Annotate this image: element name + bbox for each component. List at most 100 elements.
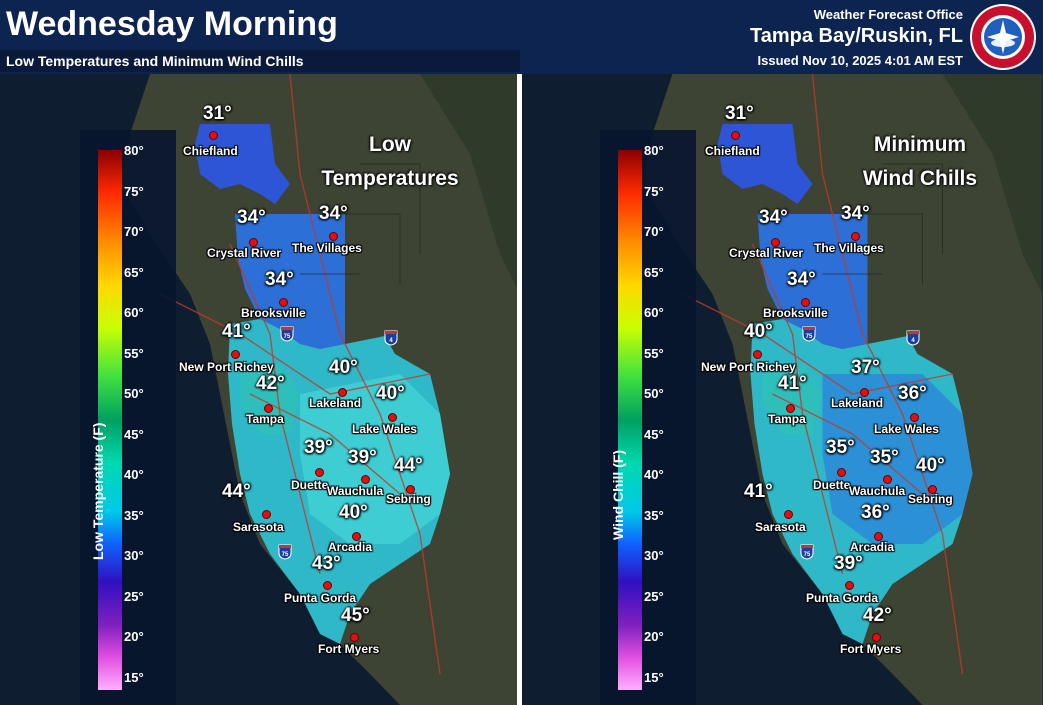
city-value: 40° xyxy=(339,502,368,523)
city-value: 42° xyxy=(256,373,285,394)
legend-tick-label: 75° xyxy=(124,183,144,199)
city-dot xyxy=(883,475,892,484)
office-label: Weather Forecast Office xyxy=(813,7,963,22)
city-dot xyxy=(860,388,869,397)
city-name: Wauchula xyxy=(327,484,384,498)
legend-tick-label: 15° xyxy=(124,669,144,685)
city-value: 37° xyxy=(851,357,880,378)
interstate-number: 4 xyxy=(911,338,915,344)
city-value: 43° xyxy=(312,553,341,574)
panel-label-line2: Wind Chills xyxy=(862,167,978,190)
city-value: 41° xyxy=(222,321,251,342)
city-name: Arcadia xyxy=(328,540,373,554)
city-name: Punta Gorda xyxy=(284,591,357,605)
panel-divider xyxy=(517,74,522,705)
city-dot xyxy=(784,510,793,519)
interstate-number: 75 xyxy=(284,334,291,340)
wind-chill-panel: 80° 75° 70° 65° 60° 55° 50° 45° 40° 35° 30° 25° 20° 1… xyxy=(522,74,1043,705)
legend-tick-label: 55° xyxy=(644,345,664,361)
legend-color-bar xyxy=(618,150,642,690)
page-title: Wednesday Morning xyxy=(6,5,338,43)
city-dot xyxy=(910,413,919,422)
city-dot xyxy=(771,238,780,247)
city-name: The Villages xyxy=(292,241,362,255)
office-name: Tampa Bay/Ruskin, FL xyxy=(749,25,963,47)
panel-label: Minimum Wind Chills xyxy=(850,128,990,196)
city-name: New Port Richey xyxy=(179,360,274,374)
low-temperature-panel: 80° 75° 70° 65° 60° 55° 50° 45° 40° 35° 30° 25° 20° 1… xyxy=(0,74,520,705)
legend-tick-label: 30° xyxy=(644,548,664,563)
city-dot xyxy=(329,232,338,241)
legend-color-bar xyxy=(98,150,122,690)
interstate-number: 75 xyxy=(282,552,289,558)
city-dot xyxy=(279,298,288,307)
legend-tick-label: 35° xyxy=(644,507,664,523)
interstate-shield-icon: 75 xyxy=(800,544,814,560)
legend-tick-label: 50° xyxy=(644,386,664,401)
city-value: 34° xyxy=(319,203,348,224)
city-value: 44° xyxy=(394,455,423,476)
legend-title: Wind Chill (F) xyxy=(610,449,626,540)
legend-tick-label: 25° xyxy=(644,588,664,604)
interstate-shield-icon: 4 xyxy=(906,330,920,346)
page-subtitle: Low Temperatures and Minimum Wind Chills xyxy=(6,53,304,69)
city-dot xyxy=(874,532,883,541)
city-dot xyxy=(786,404,795,413)
city-name: Tampa xyxy=(246,412,284,426)
city-name: Lake Wales xyxy=(874,422,939,436)
city-value: 34° xyxy=(759,207,788,228)
city-dot xyxy=(262,510,271,519)
legend-tick-label: 30° xyxy=(124,548,144,563)
city-value: 41° xyxy=(778,373,807,394)
legend-tick-label: 80° xyxy=(644,143,664,158)
legend-tick-label: 70° xyxy=(644,224,664,239)
city-dot xyxy=(323,581,332,590)
city-name: Tampa xyxy=(768,412,806,426)
city-dot xyxy=(350,633,359,642)
color-legend: 80° 75° 70° 65° 60° 55° 50° 45° 40° 35° 30° 25° 20° 1… xyxy=(80,130,176,705)
city-name: Sarasota xyxy=(233,520,284,534)
legend-tick-label: 45° xyxy=(644,426,664,442)
legend-tick-label: 55° xyxy=(124,345,144,361)
legend-tick-label: 25° xyxy=(124,588,144,604)
city-name: Crystal River xyxy=(207,246,282,260)
city-name: Lakeland xyxy=(309,396,362,410)
legend-tick-label: 60° xyxy=(124,305,144,320)
city-dot xyxy=(851,232,860,241)
legend-tick-label: 40° xyxy=(644,467,664,482)
city-value: 40° xyxy=(916,455,945,476)
city-name: Duette xyxy=(291,478,329,492)
legend-tick-label: 35° xyxy=(124,507,144,523)
city-name: Sebring xyxy=(386,492,431,506)
city-value: 39° xyxy=(834,553,863,574)
header-bar: Wednesday Morning Low Temperatures and M… xyxy=(0,0,1043,74)
legend-tick-label: 15° xyxy=(644,669,664,685)
interstate-shield-icon: 75 xyxy=(278,544,292,560)
panel-label-line1: Minimum xyxy=(873,133,967,156)
city-dot xyxy=(872,633,881,642)
city-dot xyxy=(928,485,937,494)
legend-tick-label: 20° xyxy=(644,629,664,644)
city-name: Fort Myers xyxy=(318,642,380,656)
city-dot xyxy=(231,350,240,359)
city-name: Duette xyxy=(813,478,851,492)
interstate-number: 75 xyxy=(806,334,813,340)
legend-tick-label: 80° xyxy=(124,143,144,158)
city-value: 34° xyxy=(237,207,266,228)
interstate-number: 75 xyxy=(804,552,811,558)
legend-tick-label: 45° xyxy=(124,426,144,442)
city-dot xyxy=(264,404,273,413)
city-dot xyxy=(388,413,397,422)
city-value: 44° xyxy=(222,481,251,502)
city-value: 31° xyxy=(725,103,754,124)
city-name: Wauchula xyxy=(849,484,906,498)
city-value: 41° xyxy=(744,481,773,502)
city-value: 36° xyxy=(861,502,890,523)
interstate-shield-icon: 4 xyxy=(384,330,398,346)
legend-title: Low Temperature (F) xyxy=(90,422,106,560)
legend-tick-label: 60° xyxy=(644,305,664,320)
city-name: Chiefland xyxy=(705,144,760,158)
city-value: 40° xyxy=(376,383,405,404)
city-dot xyxy=(315,468,324,477)
city-dot xyxy=(753,350,762,359)
